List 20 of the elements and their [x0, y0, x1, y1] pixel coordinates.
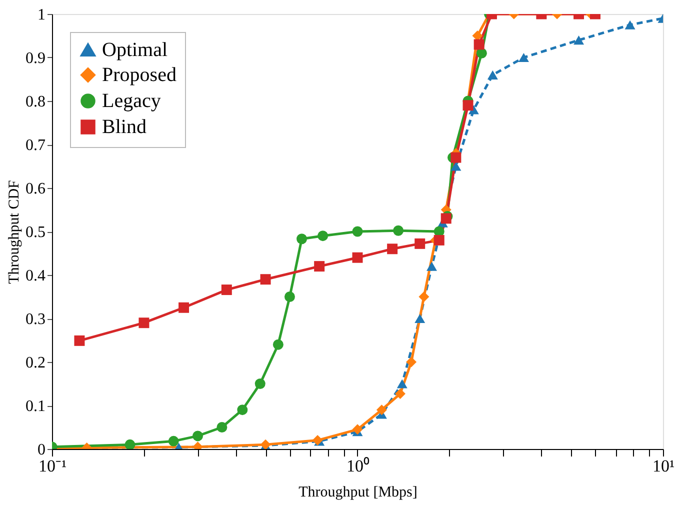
- y-tick-label: 1: [38, 6, 46, 24]
- y-tick-label: 0: [38, 442, 46, 458]
- y-tick-label: 0.8: [26, 94, 46, 110]
- y-tick-label: 0.7: [26, 137, 46, 154]
- legend-label: Proposed: [102, 64, 176, 86]
- y-tick-label: 0.2: [26, 354, 46, 372]
- y-tick-label: 0.9: [26, 50, 46, 67]
- x-tick-label: 10¹: [652, 456, 675, 476]
- legend-label: Blind: [102, 116, 146, 138]
- legend-label: Optimal: [102, 39, 168, 61]
- y-tick-label: 0.1: [26, 398, 46, 415]
- y-tick-label: 0.4: [26, 268, 46, 284]
- x-tick-label: 10⁻¹: [38, 456, 67, 476]
- y-tick-label: 0.3: [26, 311, 46, 328]
- y-tick-label: 0.5: [26, 224, 46, 241]
- y-axis-title: Throughput CDF: [6, 180, 22, 284]
- x-axis-title: Throughput [Mbps]: [298, 484, 418, 500]
- legend-label: Legacy: [102, 90, 161, 112]
- x-tick-label: 10⁰: [346, 456, 370, 476]
- y-tick-label: 0.6: [26, 180, 46, 198]
